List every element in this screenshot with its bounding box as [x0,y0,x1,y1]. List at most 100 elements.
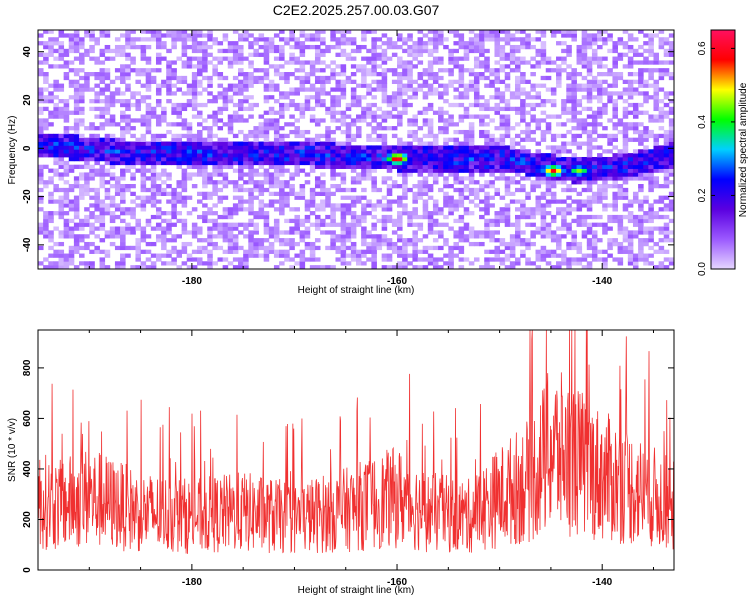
heatmap-cell [273,265,280,269]
heatmap-cell [202,75,208,81]
heatmap-cell [448,56,454,61]
heatmap-cell [314,156,321,162]
heatmap-cell [668,199,674,204]
heatmap-cell [381,99,388,104]
heatmap-cell [161,187,167,193]
heatmap-cell [591,195,598,200]
heatmap-cell [166,199,172,204]
heatmap-cell [530,114,536,119]
heatmap-cell [191,114,198,119]
heatmap-cell [145,95,152,100]
heatmap-cell [38,118,44,123]
heatmap-cell [402,48,408,54]
heatmap-cell [443,122,449,127]
heatmap-cell [222,122,229,127]
heatmap-cell [140,141,147,146]
heatmap-cell [638,110,644,115]
heatmap-cell [268,110,275,115]
heatmap-cell [412,160,418,166]
heatmap-cell [309,44,316,50]
heatmap-cell [150,187,157,193]
heatmap-cell [135,265,141,269]
heatmap-cell [499,99,506,104]
heatmap-cell [427,106,434,112]
heatmap-cell [222,160,229,166]
heatmap-cell [632,52,639,57]
heatmap-cell [540,253,547,258]
heatmap-cell [171,33,177,38]
heatmap-cell [607,214,613,220]
heatmap-cell [227,245,234,251]
heatmap-cell [361,203,367,208]
heatmap-cell [345,52,352,57]
heatmap-cell [325,48,331,54]
heatmap-cell [638,52,644,57]
heatmap-cell [648,68,654,73]
heatmap-cell [468,72,475,77]
heatmap-cell [120,172,126,177]
heatmap-cell [176,114,183,119]
heatmap-cell [120,33,126,38]
heatmap-cell [268,95,275,100]
heatmap-cell [304,156,311,162]
heatmap-cell [325,222,331,227]
heatmap-cell [253,180,259,185]
heatmap-cell [140,137,147,142]
heatmap-cell [320,222,326,227]
heatmap-cell [402,168,408,173]
heatmap-cell [84,164,90,169]
heatmap-cell [68,184,75,189]
heatmap-cell [202,145,208,150]
heatmap-cell [48,44,54,50]
heatmap-cell [325,75,331,81]
heatmap-cell [458,214,465,220]
heatmap-cell [602,176,608,181]
heatmap-cell [571,207,577,212]
heatmap-cell [489,153,495,158]
heatmap-cell [458,114,465,119]
heatmap-cell [186,64,193,69]
heatmap-cell [586,56,593,61]
heatmap-cell [238,160,244,166]
heatmap-cell [202,52,208,57]
heatmap-cell [345,160,352,166]
heatmap-cell [309,187,316,193]
heatmap-cell [386,191,393,197]
heatmap-cell [181,41,188,46]
heatmap-cell [371,238,377,243]
heatmap-cell [130,211,136,216]
heatmap-cell [422,106,429,112]
heatmap-cell [422,110,429,115]
heatmap-cell [535,153,542,158]
heatmap-cell [161,56,167,61]
heatmap-cell [427,149,434,154]
heatmap-cell [540,118,547,123]
heatmap-cell [104,99,111,104]
heatmap-cell [520,106,526,112]
heatmap-cell [309,249,316,254]
heatmap-cell [263,95,270,100]
heatmap-cell [391,79,398,84]
heatmap-cell [284,184,290,189]
heatmap-cell [53,106,59,112]
heatmap-cell [181,218,188,224]
heatmap-cell [381,68,388,73]
heatmap-cell [135,195,141,200]
heatmap-cell [176,180,183,185]
heatmap-cell [238,153,244,158]
heatmap-cell [417,160,424,166]
heatmap-cell [109,218,116,224]
heatmap-cell [309,245,316,251]
heatmap-cell [120,102,126,108]
heatmap-cell [232,102,239,108]
heatmap-cell [345,226,352,231]
heatmap-cell [299,68,306,73]
heatmap-cell [597,56,603,61]
heatmap-cell [525,195,531,200]
heatmap-cell [381,33,388,38]
heatmap-cell [73,72,80,77]
heatmap-cell [58,41,65,46]
heatmap-cell [509,56,516,61]
heatmap-cell [479,156,485,162]
heatmap-cell [509,153,516,158]
